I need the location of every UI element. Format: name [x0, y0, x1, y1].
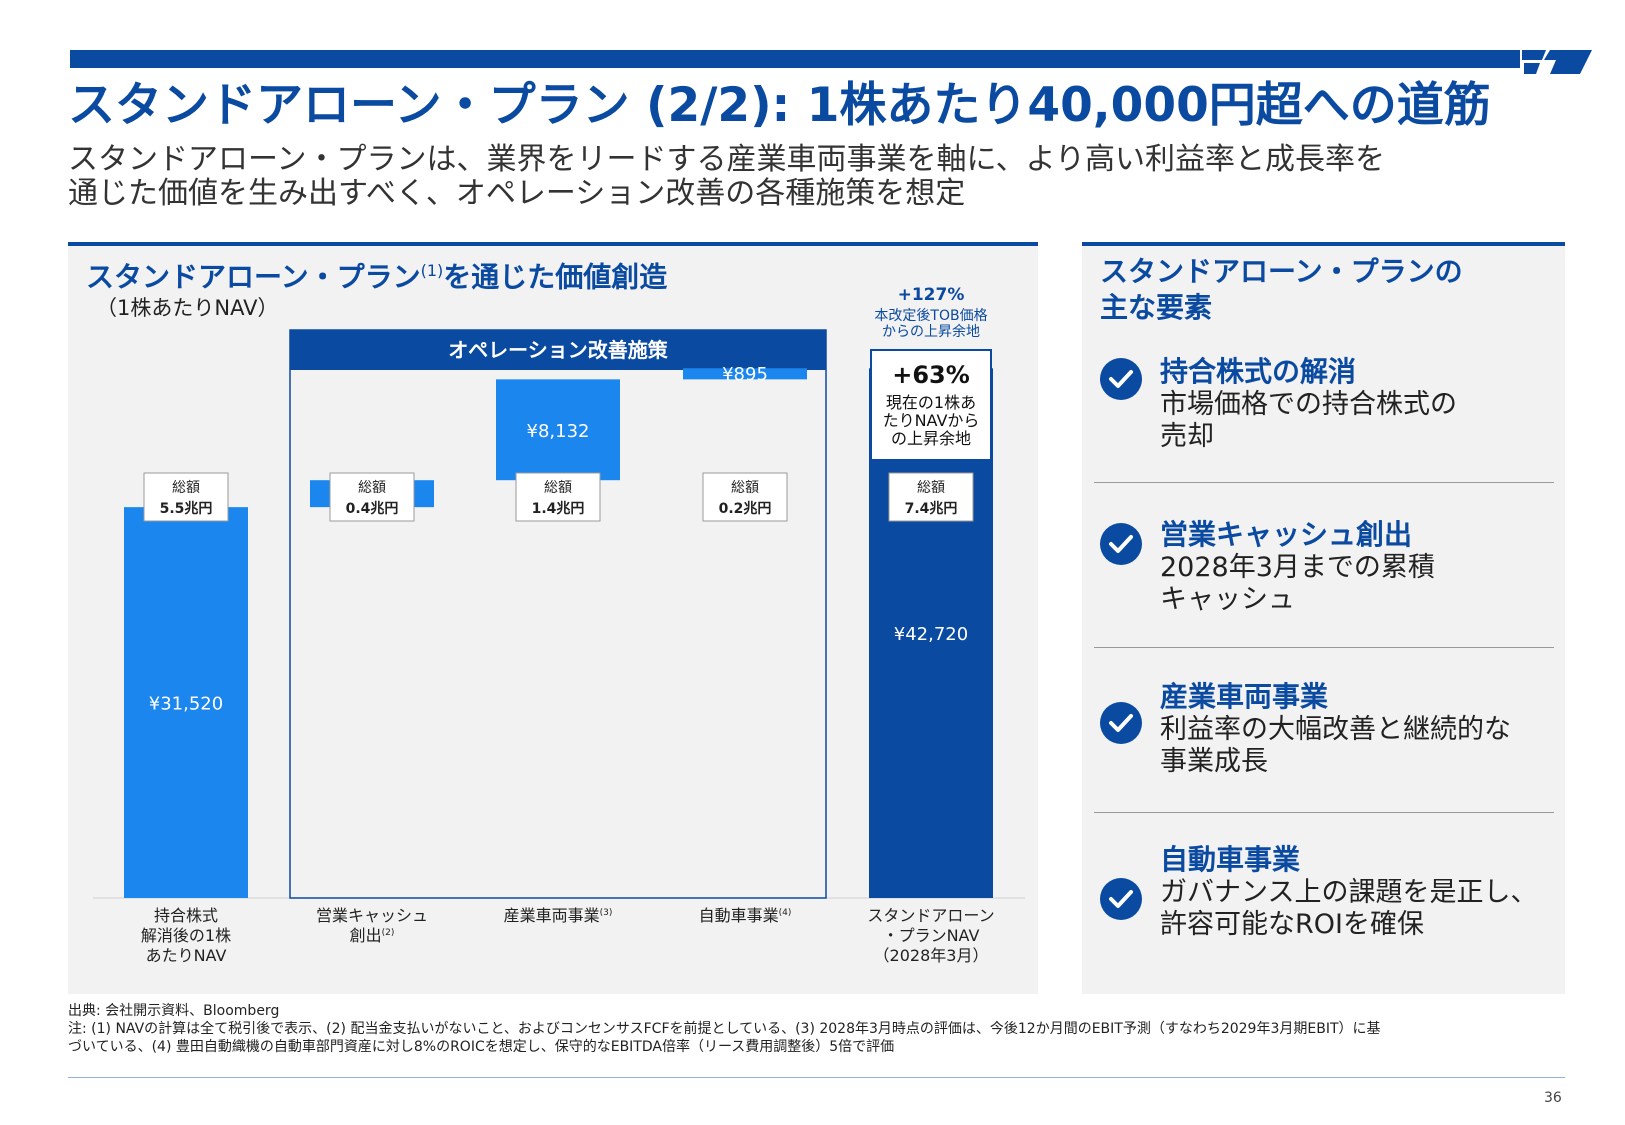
upside-nav-label: の上昇余地: [891, 429, 971, 448]
upside-nav-label: 現在の1株あ: [886, 393, 976, 412]
bar-value-label: ¥895: [722, 364, 768, 385]
group-header-bar: [290, 330, 826, 370]
total-box-label: 総額: [358, 480, 386, 496]
chart-title-footnote: (1): [420, 261, 444, 280]
total-box-label: 総額: [544, 480, 572, 496]
category-label: ・プランNAV: [883, 926, 980, 945]
category-label-footnote: (2): [382, 928, 395, 938]
element-body: 2028年3月までの累積 キャッシュ: [1160, 552, 1435, 616]
element-body-line: 市場価格での持合株式の: [1160, 389, 1457, 420]
category-label: スタンドアローン: [867, 906, 994, 925]
total-box: [702, 472, 788, 522]
check-icon: [1100, 878, 1142, 920]
elements-title-line-2: 主な要素: [1100, 291, 1213, 324]
footnote-line-2: づいている、(4) 豊田自動織機の自動車部門資産に対し8%のROICを想定し、保…: [68, 1039, 895, 1055]
total-box: [515, 472, 601, 522]
category-label: 持合株式: [154, 906, 218, 925]
total-box-label: 総額: [172, 480, 200, 496]
upside-nav-value: +63%: [892, 361, 970, 389]
divider: [1094, 647, 1554, 648]
chart-title-main: スタンドアローン・プラン: [86, 260, 421, 294]
footnote-line-1: 注: (1) NAVの計算は全て税引後で表示、(2) 配当金支払いがないこと、お…: [68, 1021, 1381, 1037]
element-body-line: 許容可能なROIを確保: [1160, 909, 1424, 940]
total-box: [143, 472, 229, 522]
element-heading: 営業キャッシュ創出: [1160, 518, 1413, 551]
element-body: 利益率の大幅改善と継続的な 事業成長: [1160, 714, 1511, 778]
category-label: （2028年3月）: [874, 946, 989, 965]
footnotes: 注: (1) NAVの計算は全て税引後で表示、(2) 配当金支払いがないこと、お…: [68, 1020, 1568, 1056]
elements-panel: [1082, 242, 1565, 994]
chart-title-suffix: を通じた価値創造: [443, 260, 668, 294]
bar-value-label: ¥31,520: [149, 694, 223, 715]
element-heading: 持合株式の解消: [1160, 355, 1357, 388]
bar: [683, 368, 807, 380]
element-body-line: キャッシュ: [1160, 584, 1295, 615]
element-body-line: ガバナンス上の課題を是正し、: [1160, 877, 1538, 908]
total-box-label: 総額: [917, 480, 945, 496]
element-body: 市場価格での持合株式の 売却: [1160, 389, 1457, 453]
subtitle-line-2: 通じた価値を生み出すべく、オペレーション改善の各種施策を想定: [68, 176, 966, 211]
bar: [124, 507, 248, 898]
bar-value-label: ¥8,132: [527, 421, 590, 442]
category-label-footnote: (4): [779, 908, 792, 918]
element-body-line: 売却: [1160, 421, 1214, 452]
subtitle-line-1: スタンドアローン・プランは、業界をリードする産業車両事業を軸に、より高い利益率と…: [68, 142, 1385, 177]
check-icon: [1100, 523, 1142, 565]
element-body-line: 事業成長: [1160, 746, 1268, 777]
source-note: 出典: 会社開示資料、Bloomberg: [68, 1003, 280, 1019]
category-label: あたりNAV: [146, 946, 227, 965]
total-box-value: 1.4兆円: [532, 501, 585, 517]
total-box-label: 総額: [731, 480, 759, 496]
category-label-footnote: (3): [600, 908, 613, 918]
element-heading: 産業車両事業: [1160, 680, 1329, 713]
category-label: 創出(2): [350, 926, 395, 945]
chart-title: スタンドアローン・プラン(1)を通じた価値創造: [86, 254, 667, 294]
upside-tob-label: からの上昇余地: [882, 323, 980, 340]
element-body-line: 2028年3月までの累積: [1160, 552, 1435, 583]
element-body-line: 利益率の大幅改善と継続的な: [1160, 714, 1511, 745]
company-logo: [1522, 50, 1592, 74]
page-number: 36: [1544, 1090, 1562, 1106]
category-label: 解消後の1株: [141, 926, 231, 945]
upside-tob-label: 本改定後TOB価格: [874, 308, 987, 324]
upside-tob-value: +127%: [898, 285, 965, 305]
footer-line: [68, 1077, 1565, 1078]
element-heading: 自動車事業: [1160, 843, 1301, 876]
divider: [1094, 482, 1554, 483]
elements-title-line-1: スタンドアローン・プランの: [1100, 255, 1463, 288]
total-box: [329, 472, 415, 522]
elements-title: スタンドアローン・プランの 主な要素: [1100, 254, 1540, 326]
category-label: 自動車事業(4): [699, 906, 792, 925]
divider: [1094, 812, 1554, 813]
check-icon: [1100, 358, 1142, 400]
total-box-value: 5.5兆円: [160, 501, 213, 517]
check-icon: [1100, 702, 1142, 744]
group-header-label: オペレーション改善施策: [448, 338, 669, 362]
page-title: スタンドアローン・プラン (2/2): 1株あたり40,000円超への道筋: [68, 78, 1491, 133]
header-bar: [70, 50, 1520, 68]
category-label: 産業車両事業(3): [504, 906, 613, 925]
upside-nav-label: たりNAVから: [883, 411, 980, 430]
total-box-value: 0.4兆円: [346, 501, 399, 517]
total-box: [888, 472, 974, 522]
upside-nav-box: [870, 349, 992, 461]
page-subtitle: スタンドアローン・プランは、業界をリードする産業車両事業を軸に、より高い利益率と…: [68, 143, 1568, 211]
bar-value-label: ¥42,720: [894, 624, 968, 645]
element-body: ガバナンス上の課題を是正し、 許容可能なROIを確保: [1160, 877, 1537, 941]
category-label: 営業キャッシュ: [316, 906, 428, 925]
bar: [496, 379, 620, 481]
total-box-value: 7.4兆円: [905, 501, 958, 517]
total-box-value: 0.2兆円: [719, 501, 772, 517]
chart-unit-label: （1株あたりNAV）: [96, 296, 279, 320]
